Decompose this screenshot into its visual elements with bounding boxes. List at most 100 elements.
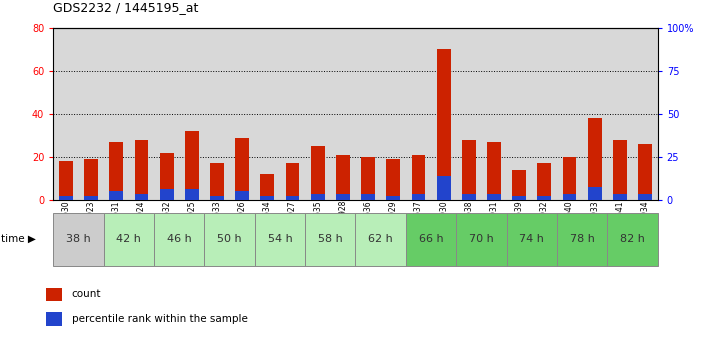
Bar [280, 28, 305, 200]
Bar [386, 196, 400, 200]
Bar [179, 28, 205, 200]
Bar [361, 194, 375, 200]
Bar [538, 164, 551, 200]
Bar [185, 189, 199, 200]
Bar [185, 131, 199, 200]
Bar [84, 159, 98, 200]
Bar [205, 213, 255, 266]
Bar [356, 28, 380, 200]
Bar [562, 157, 577, 200]
Bar [633, 28, 658, 200]
Bar [160, 152, 173, 200]
Text: 82 h: 82 h [620, 234, 645, 244]
Bar [311, 194, 325, 200]
Bar [532, 28, 557, 200]
Bar [260, 174, 274, 200]
Bar [361, 157, 375, 200]
Bar [386, 159, 400, 200]
Bar [456, 28, 481, 200]
Text: 62 h: 62 h [368, 234, 393, 244]
Bar [406, 213, 456, 266]
Text: time ▶: time ▶ [1, 234, 36, 244]
Bar [512, 196, 526, 200]
Text: 70 h: 70 h [469, 234, 493, 244]
Bar [286, 196, 299, 200]
Bar [557, 213, 607, 266]
Bar [154, 28, 179, 200]
Bar [356, 213, 406, 266]
Bar [305, 213, 356, 266]
Bar [154, 213, 205, 266]
Bar [456, 213, 506, 266]
Bar [481, 28, 506, 200]
Bar [286, 164, 299, 200]
Bar [487, 194, 501, 200]
Bar [557, 28, 582, 200]
Bar [462, 194, 476, 200]
Text: 42 h: 42 h [117, 234, 141, 244]
Bar [437, 49, 451, 200]
Bar [462, 140, 476, 200]
Bar [255, 28, 280, 200]
Text: 74 h: 74 h [519, 234, 544, 244]
Bar [235, 191, 249, 200]
Bar [235, 138, 249, 200]
Bar [406, 28, 431, 200]
Bar [210, 196, 224, 200]
Bar [412, 155, 425, 200]
Text: 58 h: 58 h [318, 234, 343, 244]
Bar [160, 189, 173, 200]
Bar [305, 28, 331, 200]
Bar [331, 28, 356, 200]
Bar [59, 161, 73, 200]
Text: 66 h: 66 h [419, 234, 444, 244]
Bar [638, 144, 652, 200]
Bar [255, 213, 305, 266]
Bar [109, 142, 123, 200]
Bar [230, 28, 255, 200]
Bar [380, 28, 406, 200]
Bar [588, 118, 602, 200]
Bar [512, 170, 526, 200]
Text: 50 h: 50 h [218, 234, 242, 244]
Bar [46, 312, 62, 326]
Text: percentile rank within the sample: percentile rank within the sample [72, 314, 247, 324]
Bar [506, 213, 557, 266]
Bar [588, 187, 602, 200]
Bar [487, 142, 501, 200]
Bar [53, 213, 104, 266]
Bar [59, 196, 73, 200]
Text: GDS2232 / 1445195_at: GDS2232 / 1445195_at [53, 1, 198, 14]
Bar [260, 196, 274, 200]
Bar [431, 28, 456, 200]
Bar [134, 140, 149, 200]
Bar [109, 191, 123, 200]
Bar [46, 287, 62, 301]
Bar [84, 196, 98, 200]
Bar [613, 140, 627, 200]
Bar [412, 194, 425, 200]
Bar [311, 146, 325, 200]
Bar [336, 194, 350, 200]
Bar [78, 28, 104, 200]
Bar [538, 196, 551, 200]
Bar [210, 164, 224, 200]
Text: 38 h: 38 h [66, 234, 91, 244]
Text: 78 h: 78 h [570, 234, 594, 244]
Bar [336, 155, 350, 200]
Bar [607, 213, 658, 266]
Bar [437, 176, 451, 200]
Bar [613, 194, 627, 200]
Bar [129, 28, 154, 200]
Text: count: count [72, 289, 101, 299]
Bar [638, 194, 652, 200]
Bar [506, 28, 532, 200]
Bar [582, 28, 607, 200]
Bar [104, 213, 154, 266]
Bar [134, 194, 149, 200]
Bar [562, 194, 577, 200]
Bar [205, 28, 230, 200]
Bar [104, 28, 129, 200]
Bar [53, 28, 78, 200]
Text: 46 h: 46 h [167, 234, 191, 244]
